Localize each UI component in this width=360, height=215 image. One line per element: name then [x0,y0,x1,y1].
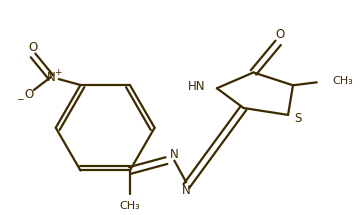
Text: O: O [24,88,34,101]
Text: +: + [54,68,62,77]
Text: CH₃: CH₃ [120,201,140,211]
Text: N: N [182,184,190,197]
Text: CH₃: CH₃ [333,76,353,86]
Text: HN: HN [188,80,205,93]
Text: O: O [275,28,285,41]
Text: O: O [28,41,38,54]
Text: S: S [294,112,302,125]
Text: −: − [17,94,24,103]
Text: N: N [170,148,179,161]
Text: N: N [46,71,55,84]
